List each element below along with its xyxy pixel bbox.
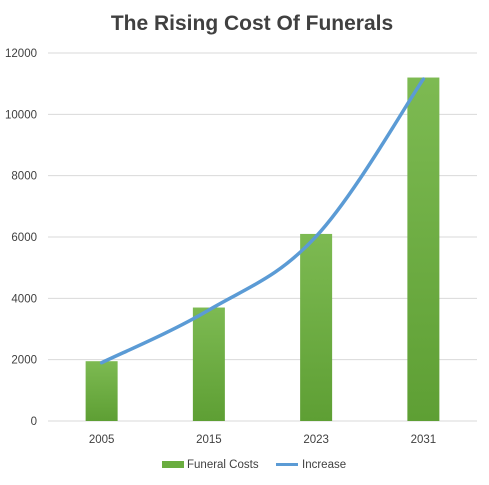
legend-swatch-funeral-costs — [162, 461, 184, 468]
x-tick-label-2005: 2005 — [89, 434, 115, 446]
y-tick-label-10000: 10000 — [5, 109, 37, 121]
x-tick-label-2023: 2023 — [303, 434, 329, 446]
y-tick-label-2000: 2000 — [11, 355, 37, 367]
bars — [85, 77, 440, 422]
increase-line — [99, 77, 426, 365]
y-tick-label-0: 0 — [31, 416, 37, 428]
x-axis-ticks: 2005 2015 2023 2031 — [89, 434, 436, 446]
x-tick-label-2031: 2031 — [411, 434, 437, 446]
bar-2023 — [300, 233, 333, 421]
y-axis-ticks: 0 2000 4000 6000 8000 10000 12000 — [5, 48, 37, 428]
legend-label-increase: Increase — [302, 459, 346, 471]
x-tick-label-2015: 2015 — [196, 434, 222, 446]
legend-label-funeral-costs: Funeral Costs — [187, 459, 259, 471]
chart-title: The Rising Cost Of Funerals — [111, 12, 393, 35]
bar-2005 — [85, 361, 118, 421]
increase-line-group — [99, 77, 426, 365]
legend: Funeral Costs Increase — [162, 459, 346, 471]
gridlines — [48, 52, 477, 422]
y-tick-label-12000: 12000 — [5, 48, 37, 60]
y-tick-label-4000: 4000 — [11, 293, 37, 305]
bar-2015 — [192, 307, 225, 421]
y-tick-label-6000: 6000 — [11, 232, 37, 244]
bar-2031 — [407, 77, 440, 422]
y-tick-label-8000: 8000 — [11, 171, 37, 183]
